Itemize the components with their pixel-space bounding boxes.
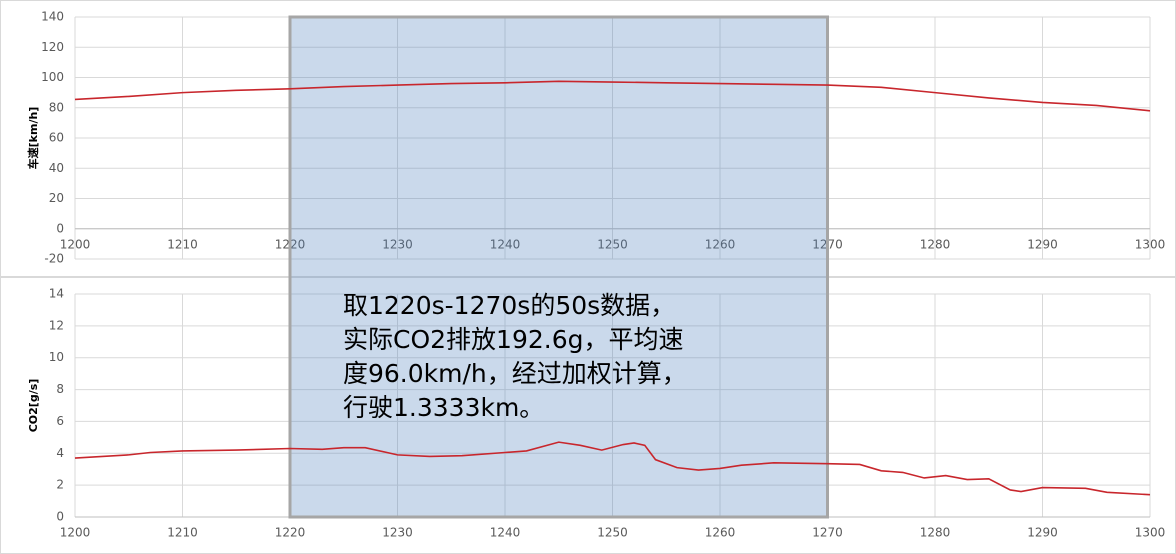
y-tick-label: 140 <box>41 10 64 24</box>
annotation-line: 取1220s-1270s的50s数据， <box>343 291 675 320</box>
y-axis-label: CO2[g/s] <box>27 379 40 433</box>
y-tick-label: 12 <box>49 318 64 332</box>
x-tick-label: 1300 <box>1135 237 1166 251</box>
annotation-line: 行驶1.3333km。 <box>343 393 544 422</box>
highlight-layer <box>288 15 829 519</box>
x-tick-label: 1290 <box>1027 237 1058 251</box>
y-axis-label: 车速[km/h] <box>26 107 40 170</box>
annotation-line: 实际CO2排放192.6g，平均速 <box>343 325 683 354</box>
y-tick-label: 40 <box>49 161 64 175</box>
y-tick-label: 60 <box>49 131 64 145</box>
y-tick-label: 10 <box>49 350 64 364</box>
panel <box>0 277 1176 554</box>
y-tick-label: 100 <box>41 70 64 84</box>
x-tick-label: 1210 <box>167 237 198 251</box>
x-tick-label: 1260 <box>705 237 736 251</box>
y-tick-label: 20 <box>49 191 64 205</box>
x-tick-label: 1220 <box>275 526 306 540</box>
x-tick-label: 1270 <box>812 526 843 540</box>
data-line <box>74 441 1151 496</box>
x-tick-label: 1290 <box>1027 526 1058 540</box>
x-tick-label: 1230 <box>382 237 413 251</box>
annotation-line: 度96.0km/h，经过加权计算， <box>343 359 687 388</box>
x-tick-label: 1280 <box>920 237 951 251</box>
highlight <box>288 15 829 519</box>
data-line <box>74 80 1151 112</box>
x-tick-label: 1210 <box>167 526 198 540</box>
x-tick-label: 1240 <box>490 237 521 251</box>
y-tick-label: 8 <box>56 382 64 396</box>
x-tick-label: 1300 <box>1135 526 1166 540</box>
x-tick-label: 1250 <box>597 526 628 540</box>
x-tick-label: 1260 <box>705 526 736 540</box>
y-tick-label: -20 <box>44 252 64 266</box>
lines <box>74 80 1151 496</box>
x-tick-label: 1200 <box>60 237 91 251</box>
y-tick-label: 80 <box>49 100 64 114</box>
x-tick-label: 1250 <box>597 237 628 251</box>
y-tick-label: 6 <box>56 414 64 428</box>
y-tick-label: 0 <box>56 221 64 235</box>
y-tick-label: 0 <box>56 510 64 524</box>
y-tick-label: 120 <box>41 40 64 54</box>
y-tick-label: 14 <box>49 287 64 301</box>
annotation: 取1220s-1270s的50s数据， 实际CO2排放192.6g，平均速度96.… <box>343 291 687 422</box>
x-tick-label: 1230 <box>382 526 413 540</box>
y-tick-label: 4 <box>56 446 64 460</box>
x-tick-label: 1240 <box>490 526 521 540</box>
y-tick-label: 2 <box>56 478 64 492</box>
grids: -200204060801001201401200121012201230124… <box>26 10 1165 540</box>
x-tick-label: 1200 <box>60 526 91 540</box>
x-tick-label: 1280 <box>920 526 951 540</box>
